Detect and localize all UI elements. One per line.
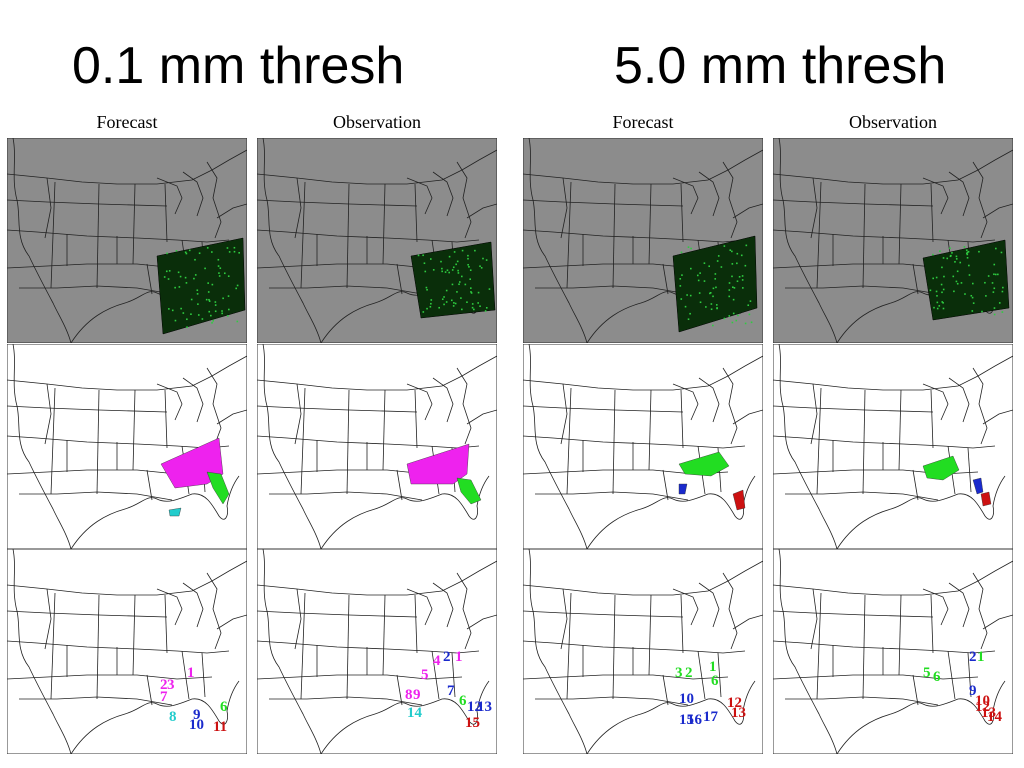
panel-o01-raw: [257, 138, 497, 343]
object-label-12: 12: [975, 699, 990, 715]
object-label-9: 9: [413, 687, 421, 703]
panel-o50-raw: [773, 138, 1013, 343]
object-label-11: 11: [213, 719, 227, 735]
object-label-16: 16: [687, 712, 703, 728]
object-label-14: 14: [987, 709, 1003, 725]
object-label-3: 3: [167, 677, 175, 693]
panel-f50-mask: [523, 344, 763, 549]
object-label-2: 2: [969, 649, 977, 665]
object-label-6: 6: [933, 669, 941, 685]
panel-o01-objects: 1 2 4 5 8 9 14 7 6 13 12 15: [257, 549, 497, 754]
object-label-5: 5: [923, 665, 931, 681]
object-label-13: 13: [981, 705, 996, 721]
object-label-4: 4: [433, 653, 441, 669]
object-label-10: 10: [189, 717, 204, 733]
panel-o50-objects: 5 6 2 1 9 10 12 13 14: [773, 549, 1013, 754]
object-label-7: 7: [160, 689, 168, 705]
object-label-1: 1: [455, 649, 463, 665]
panel-f01-objects: 1 2 3 7 8 9 10 6 11: [7, 549, 247, 754]
title-5p0mm: 5.0 mm thresh: [614, 37, 947, 95]
title-0p1mm: 0.1 mm thresh: [72, 37, 405, 95]
object-label-5: 5: [421, 667, 429, 683]
object-label-3: 3: [675, 665, 683, 681]
panel-f01-raw: [7, 138, 247, 343]
panel-f50-raw: [523, 138, 763, 343]
object-label-1: 1: [187, 665, 195, 681]
object-label-8: 8: [169, 709, 177, 725]
object-label-1: 1: [977, 649, 985, 665]
panel-f50-objects: 2 3 1 6 10 15 16 17 12 13: [523, 549, 763, 754]
object-label-17: 17: [703, 709, 719, 725]
panel-o50-mask: [773, 344, 1013, 549]
object-label-14: 14: [407, 705, 423, 721]
object-label-10: 10: [679, 691, 694, 707]
object-label-7: 7: [447, 683, 455, 699]
object-label-13: 13: [477, 699, 492, 715]
object-label-2: 2: [443, 649, 451, 665]
label-observation-5p0: Observation: [849, 112, 937, 132]
object-label-8: 8: [405, 687, 413, 703]
label-forecast-0p1: Forecast: [96, 112, 158, 132]
label-forecast-5p0: Forecast: [612, 112, 674, 132]
object-label-6: 6: [711, 673, 719, 689]
object-label-2: 2: [685, 665, 693, 681]
object-label-6: 6: [459, 693, 467, 709]
object-label-15: 15: [465, 715, 480, 731]
object-label-12: 12: [467, 699, 482, 715]
object-label-9: 9: [969, 683, 977, 699]
object-label-12: 12: [727, 695, 742, 711]
object-label-13: 13: [731, 705, 746, 721]
object-label-6: 6: [220, 699, 228, 715]
label-observation-0p1: Observation: [333, 112, 421, 132]
object-label-1: 1: [709, 659, 717, 675]
object-label-2: 2: [160, 677, 168, 693]
object-label-15: 15: [679, 712, 694, 728]
object-label-9: 9: [193, 707, 201, 723]
panel-f01-mask: [7, 344, 247, 549]
panel-o01-mask: [257, 344, 497, 549]
object-label-10: 10: [975, 693, 990, 709]
